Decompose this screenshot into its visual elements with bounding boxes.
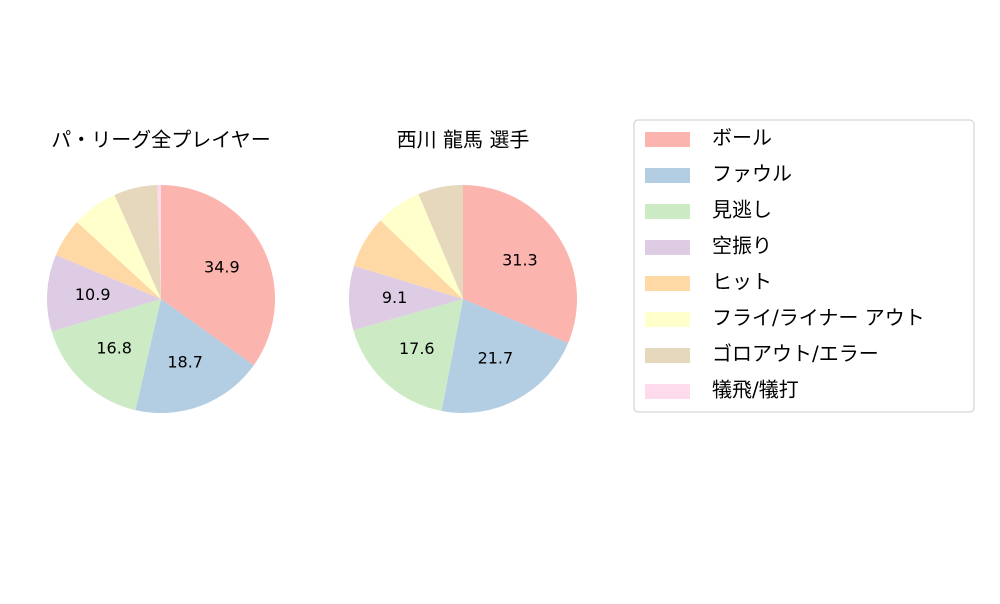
legend-label: 犠飛/犠打 [712,378,799,402]
pie-slice [348,265,463,331]
slice-label: 21.7 [478,349,514,368]
slice-label: 10.9 [75,285,111,304]
pie-slice [114,185,161,299]
legend-swatch [645,240,690,255]
legend-label: ゴロアウト/エラー [712,342,879,366]
slice-label: 34.9 [204,257,240,276]
slice-label: 16.8 [96,338,132,357]
legend-swatch [645,168,690,183]
pie-slice [441,299,569,413]
legend-swatch [645,132,690,147]
pie-slice [380,194,463,299]
slice-label: 18.7 [167,352,203,371]
legend-label: ヒット [712,270,772,294]
legend-swatch [645,204,690,219]
pie-slice [157,185,161,299]
pie-slice [353,299,463,411]
pie-slice [353,220,463,299]
slice-label: 9.1 [382,288,407,307]
legend-swatch [645,276,690,291]
legend-label: フライ/ライナー アウト [712,306,925,330]
pie-slice [51,299,161,411]
slice-label: 17.6 [399,339,435,358]
pie-slice [47,255,162,332]
legend-swatch [645,348,690,363]
legend-label: 見逃し [712,198,772,222]
pie-slice [76,194,161,299]
legend-swatch [645,312,690,327]
legend-swatch [645,384,690,399]
pie-slice [55,222,161,299]
pie-slice [161,185,276,366]
chart-title: パ・リーグ全プレイヤー [51,128,270,152]
pie-slice [135,299,254,414]
slice-label: 31.3 [502,251,538,270]
legend-box [633,119,975,413]
pie-slice [463,185,577,343]
chart-title: 西川 龍馬 選手 [397,128,530,152]
legend-label: ファウル [712,162,792,186]
legend-label: 空振り [712,234,772,258]
pie-slice [418,185,463,299]
legend-label: ボール [712,126,772,150]
